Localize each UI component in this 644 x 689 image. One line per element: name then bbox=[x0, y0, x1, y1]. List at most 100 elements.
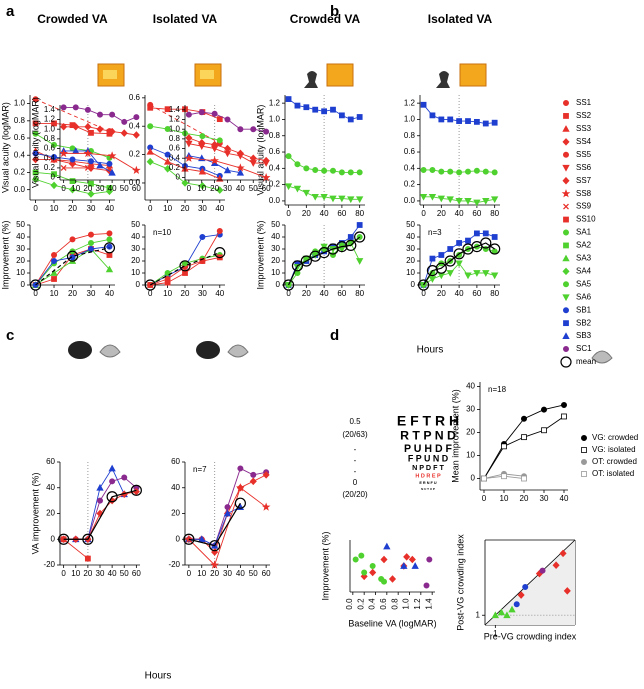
y-tick-label: 20 bbox=[16, 256, 25, 265]
marker bbox=[164, 151, 171, 158]
y-label: Improvement (%) bbox=[0, 220, 10, 289]
y-tick-label: 1.2 bbox=[44, 115, 56, 124]
marker bbox=[97, 111, 104, 118]
marker bbox=[106, 243, 113, 250]
y-tick-label: 0.4 bbox=[44, 153, 56, 162]
marker bbox=[508, 605, 516, 613]
legend-label: SA4 bbox=[576, 266, 592, 275]
legend-label: SC1 bbox=[576, 344, 592, 353]
y-tick-label: 1.4 bbox=[44, 105, 56, 114]
marker bbox=[563, 203, 569, 210]
chart-row: N P D F T bbox=[412, 463, 444, 472]
series-line bbox=[63, 489, 137, 540]
marker bbox=[541, 406, 548, 413]
marker bbox=[456, 240, 463, 246]
marker bbox=[146, 157, 154, 166]
y-tick-label: 0.0 bbox=[269, 196, 281, 205]
x-tick-label: 80 bbox=[490, 289, 499, 298]
marker bbox=[237, 126, 244, 133]
marker bbox=[464, 168, 471, 175]
y-tick-label: 0.8 bbox=[14, 116, 26, 125]
marker bbox=[302, 189, 311, 197]
marker bbox=[501, 443, 507, 450]
acuity-label: - bbox=[354, 467, 357, 476]
x-tick-label: 40 bbox=[105, 204, 114, 213]
marker bbox=[503, 611, 511, 619]
y-tick-label: 0 bbox=[471, 474, 476, 483]
marker bbox=[563, 587, 571, 595]
marker bbox=[369, 563, 376, 570]
marker bbox=[517, 591, 525, 599]
marker bbox=[447, 116, 454, 123]
marker bbox=[132, 131, 140, 139]
marker bbox=[68, 160, 77, 168]
x-tick-label: 40 bbox=[108, 184, 117, 193]
marker bbox=[562, 138, 570, 146]
marker bbox=[163, 157, 172, 165]
marker bbox=[321, 108, 328, 115]
acuity-label: (20/20) bbox=[342, 490, 368, 499]
marker bbox=[303, 165, 310, 172]
diagonal bbox=[484, 539, 576, 626]
legend-label: mean bbox=[576, 357, 596, 366]
marker bbox=[106, 236, 113, 243]
marker bbox=[87, 158, 94, 165]
marker bbox=[103, 242, 116, 254]
y-tick-label: 60 bbox=[46, 457, 55, 466]
x-tick-label: 40 bbox=[455, 209, 464, 218]
marker bbox=[428, 276, 437, 283]
marker bbox=[563, 113, 569, 119]
marker bbox=[446, 196, 454, 204]
marker bbox=[336, 241, 348, 253]
legend-label: OT: crowded bbox=[592, 457, 637, 466]
marker bbox=[539, 567, 546, 574]
x-tick-label: 0 bbox=[33, 204, 38, 213]
y-tick-label: 10 bbox=[271, 268, 280, 277]
marker bbox=[147, 101, 154, 108]
x-tick-label: 20 bbox=[68, 289, 77, 298]
marker bbox=[356, 222, 363, 228]
marker bbox=[446, 270, 454, 277]
marker bbox=[216, 116, 223, 123]
x-tick-label: 20 bbox=[181, 289, 190, 298]
marker bbox=[312, 106, 319, 113]
x-tick-label: 0.6 bbox=[379, 598, 388, 610]
marker bbox=[106, 230, 113, 237]
marker bbox=[84, 106, 91, 113]
marker bbox=[198, 109, 205, 116]
marker bbox=[429, 112, 436, 119]
series-line bbox=[149, 104, 221, 144]
marker bbox=[562, 267, 570, 276]
y-tick-label: 0.6 bbox=[169, 144, 181, 153]
marker bbox=[72, 122, 80, 131]
subplot-title: Crowded VA bbox=[290, 12, 361, 26]
marker bbox=[355, 258, 364, 265]
acuity-label: - bbox=[354, 456, 357, 465]
x-tick-label: 40 bbox=[320, 209, 329, 218]
marker bbox=[438, 168, 445, 175]
marker bbox=[210, 156, 219, 165]
marker bbox=[216, 186, 224, 194]
y-tick-label: 40 bbox=[171, 483, 180, 492]
y-tick-label: 1.0 bbox=[14, 99, 26, 108]
marker bbox=[50, 181, 58, 190]
marker bbox=[562, 176, 570, 185]
y-tick-label: 0.2 bbox=[44, 163, 56, 172]
y-tick-label: 50 bbox=[406, 220, 415, 229]
y-tick-label: 0.6 bbox=[404, 147, 416, 156]
marker bbox=[419, 193, 428, 201]
x-tick-label: 20 bbox=[181, 204, 190, 213]
x-tick-label: 20 bbox=[520, 494, 529, 503]
marker bbox=[96, 125, 104, 133]
y-tick-label: 0.8 bbox=[269, 131, 281, 140]
panel-label: b bbox=[330, 3, 339, 20]
x-tick-label: 30 bbox=[198, 204, 207, 213]
chart-row: R T P N D bbox=[400, 428, 456, 442]
y-tick-label: 20 bbox=[466, 428, 475, 437]
marker bbox=[294, 161, 301, 168]
marker bbox=[581, 434, 588, 441]
x-tick-label: 40 bbox=[215, 204, 224, 213]
legend-label: SA1 bbox=[576, 228, 592, 237]
marker bbox=[522, 584, 529, 591]
marker bbox=[31, 155, 40, 164]
